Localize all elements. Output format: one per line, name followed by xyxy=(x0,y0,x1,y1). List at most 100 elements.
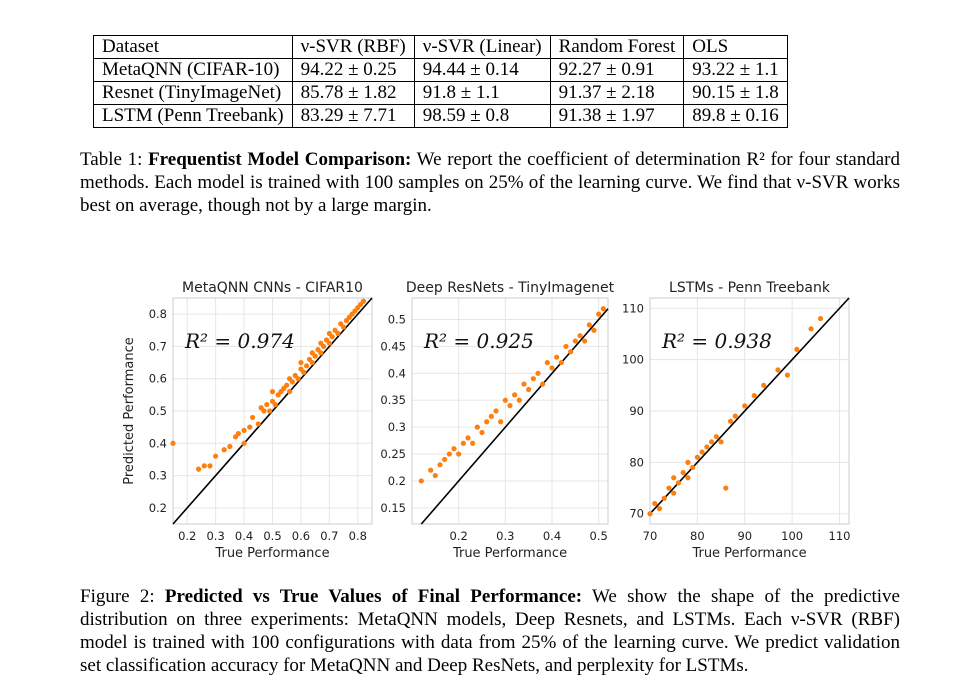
table-caption-title: Frequentist Model Comparison: xyxy=(148,149,412,170)
table-cell: 85.78 ± 1.82 xyxy=(291,81,415,105)
data-point xyxy=(255,421,261,427)
table-cell: 92.27 ± 0.91 xyxy=(549,58,685,82)
data-point xyxy=(732,413,738,419)
data-point xyxy=(530,376,536,382)
data-point xyxy=(751,392,757,399)
data-point xyxy=(451,446,457,452)
data-point xyxy=(479,429,485,436)
table-row: MetaQNN (CIFAR-10) 94.22 ± 0.25 94.44 ± 0.… xyxy=(93,58,788,82)
x-tick-label: 0.6 xyxy=(292,529,310,543)
data-point xyxy=(680,470,686,476)
data-point xyxy=(704,444,710,450)
data-point xyxy=(544,359,550,366)
x-tick-label: 90 xyxy=(737,529,752,543)
data-point xyxy=(301,369,307,375)
data-point xyxy=(474,424,480,430)
data-point xyxy=(694,454,700,460)
data-point xyxy=(535,370,541,376)
figure-caption-prefix: Figure 2: xyxy=(80,586,165,607)
table-header-cell: ν-SVR (RBF) xyxy=(291,35,415,59)
x-tick-label: 0.4 xyxy=(235,529,253,543)
data-point xyxy=(340,324,347,330)
data-point xyxy=(465,435,471,441)
data-point xyxy=(526,386,532,393)
data-point xyxy=(247,424,253,430)
y-tick-label: 0.25 xyxy=(380,447,406,461)
data-point xyxy=(309,359,315,366)
data-point xyxy=(195,466,202,472)
y-tick-label: 0.3 xyxy=(388,420,406,434)
x-tick-label: 0.7 xyxy=(320,529,338,543)
data-point xyxy=(685,475,691,481)
chart-title: LSTMs - Penn Treebank xyxy=(669,280,831,296)
table-cell: 91.8 ± 1.1 xyxy=(413,81,551,105)
data-point xyxy=(235,431,241,437)
data-point xyxy=(456,451,462,457)
data-point xyxy=(554,354,560,360)
r2-annotation: R² = 0.938 xyxy=(661,329,772,353)
data-point xyxy=(652,500,658,507)
data-point xyxy=(502,397,508,403)
data-point xyxy=(312,353,318,359)
data-point xyxy=(446,451,452,457)
x-tick-label: 0.2 xyxy=(178,529,196,543)
y-tick-label: 0.4 xyxy=(149,436,167,450)
data-point xyxy=(289,379,295,385)
data-point xyxy=(286,389,293,395)
data-point xyxy=(817,315,824,322)
data-point xyxy=(713,434,719,440)
data-point xyxy=(685,459,691,465)
r2-annotation: R² = 0.974 xyxy=(184,329,295,353)
x-tick-label: 110 xyxy=(829,529,851,543)
y-tick-label: 0.45 xyxy=(380,339,406,353)
chart-panel: 0.2 0.3 0.4 0.5 0.6 0.7 0.8 0.2 0.3 0.4 0.5 0.6 0.7 0… xyxy=(122,280,373,561)
results-table: Dataset ν-SVR (RBF) ν-SVR (Linear) Random F… xyxy=(93,35,788,128)
plot-frame xyxy=(172,297,373,525)
y-tick-label: 0.6 xyxy=(149,372,167,386)
table-header-cell: ν-SVR (Linear) xyxy=(413,35,551,59)
table-cell: 91.37 ± 2.18 xyxy=(549,81,685,105)
data-point xyxy=(442,456,448,463)
table-caption-prefix: Table 1: xyxy=(80,149,149,170)
table-cell: LSTM (Penn Treebank) xyxy=(93,104,293,128)
table-row: LSTM (Penn Treebank) 83.29 ± 7.71 98.59 ± … xyxy=(93,104,788,128)
data-point xyxy=(671,475,677,481)
data-point xyxy=(761,382,767,388)
data-point xyxy=(264,401,270,408)
y-tick-label: 0.2 xyxy=(388,474,406,488)
y-tick-label: 70 xyxy=(629,507,644,521)
identity-line xyxy=(649,297,850,515)
figure-2: 0.2 0.3 0.4 0.5 0.6 0.7 0.8 0.2 0.3 0.4 0.5 0.6 0.7 0… xyxy=(122,280,851,561)
data-point xyxy=(326,340,332,346)
data-point xyxy=(321,343,327,350)
y-tick-label: 0.7 xyxy=(149,339,167,353)
table-caption: Table 1: Frequentist Model Comparison: W… xyxy=(80,148,900,217)
data-point xyxy=(269,389,276,395)
x-tick-label: 100 xyxy=(781,529,803,543)
data-point xyxy=(586,322,592,328)
y-tick-label: 0.8 xyxy=(149,307,167,321)
data-point xyxy=(675,480,682,486)
data-point xyxy=(794,346,800,352)
y-tick-label: 0.2 xyxy=(149,501,167,515)
x-tick-label: 0.5 xyxy=(590,529,608,543)
x-tick-label: 0.4 xyxy=(543,529,561,543)
x-tick-label: 80 xyxy=(690,529,705,543)
data-point xyxy=(507,403,513,409)
y-axis-label: Predicted Performance xyxy=(122,337,137,485)
data-point xyxy=(432,472,438,479)
y-tick-label: 0.3 xyxy=(149,469,167,483)
y-tick-label: 0.4 xyxy=(388,366,406,380)
data-point xyxy=(661,495,667,501)
chart-panel: 70 80 90 100 110 70 80 90 100 110 LSTMs - Penn Tre… xyxy=(622,280,850,561)
table-cell: Resnet (TinyImageNet) xyxy=(93,81,293,105)
table-cell: 89.8 ± 0.16 xyxy=(683,104,788,128)
data-point xyxy=(671,490,677,496)
data-point xyxy=(591,327,597,333)
data-point xyxy=(512,392,518,398)
data-point xyxy=(699,449,705,455)
y-tick-label: 0.5 xyxy=(149,404,167,418)
data-point xyxy=(221,447,227,453)
data-point xyxy=(784,372,791,378)
data-point xyxy=(213,453,219,459)
